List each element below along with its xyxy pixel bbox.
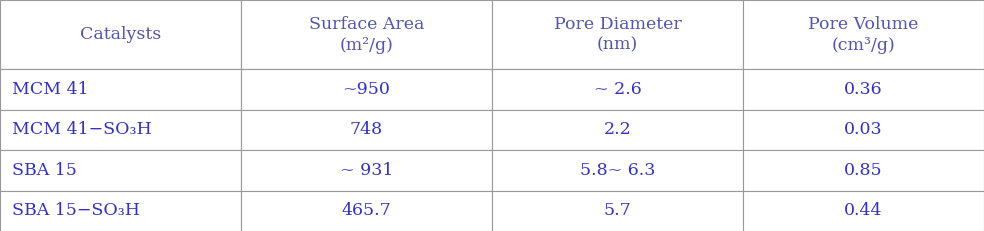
Text: 0.44: 0.44: [844, 202, 883, 219]
Text: MCM 41: MCM 41: [12, 81, 89, 98]
Text: 465.7: 465.7: [341, 202, 392, 219]
Text: SBA 15−SO₃H: SBA 15−SO₃H: [12, 202, 140, 219]
Bar: [0, 69, 241, 110]
Text: Surface Area
(m²/g): Surface Area (m²/g): [309, 16, 424, 54]
Bar: [743, 150, 984, 191]
Text: Pore Diameter
(nm): Pore Diameter (nm): [554, 16, 681, 54]
Bar: [492, 110, 743, 150]
Text: 2.2: 2.2: [603, 122, 632, 138]
Bar: [241, 150, 492, 191]
Bar: [241, 110, 492, 150]
Bar: [743, 69, 984, 110]
Bar: [492, 191, 743, 231]
Bar: [743, 0, 984, 69]
Text: 5.8~ 6.3: 5.8~ 6.3: [580, 162, 655, 179]
Bar: [241, 0, 492, 69]
Text: SBA 15: SBA 15: [12, 162, 77, 179]
Text: ~ 2.6: ~ 2.6: [593, 81, 642, 98]
Bar: [743, 191, 984, 231]
Bar: [0, 191, 241, 231]
Text: 748: 748: [350, 122, 383, 138]
Bar: [0, 0, 241, 69]
Text: Pore Volume
(cm³/g): Pore Volume (cm³/g): [808, 16, 919, 54]
Bar: [0, 110, 241, 150]
Text: ~ 931: ~ 931: [339, 162, 394, 179]
Text: 0.36: 0.36: [844, 81, 883, 98]
Text: 0.03: 0.03: [844, 122, 883, 138]
Text: 5.7: 5.7: [603, 202, 632, 219]
Bar: [241, 191, 492, 231]
Bar: [492, 0, 743, 69]
Text: ~950: ~950: [342, 81, 391, 98]
Bar: [743, 110, 984, 150]
Bar: [0, 150, 241, 191]
Bar: [241, 69, 492, 110]
Bar: [492, 69, 743, 110]
Text: 0.85: 0.85: [844, 162, 883, 179]
Text: Catalysts: Catalysts: [80, 26, 161, 43]
Bar: [492, 150, 743, 191]
Text: MCM 41−SO₃H: MCM 41−SO₃H: [12, 122, 152, 138]
